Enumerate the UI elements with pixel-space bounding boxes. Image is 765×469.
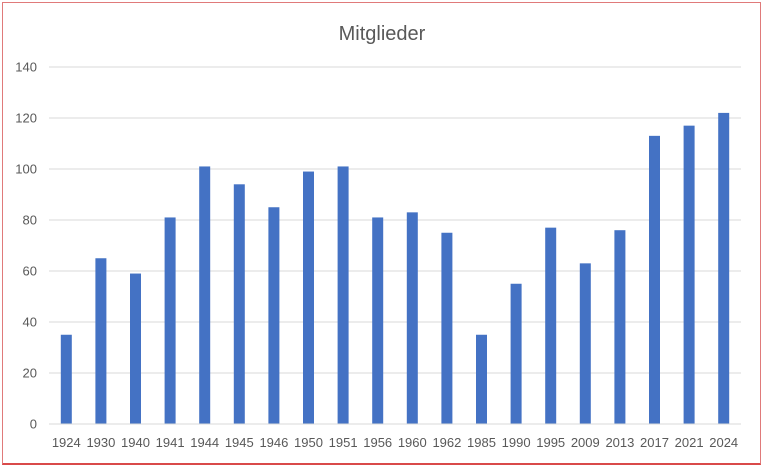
bar-1924 [60, 334, 72, 424]
y-tick-label: 120 [15, 111, 37, 126]
bar-1985 [476, 334, 487, 424]
x-tick-label: 1985 [467, 435, 496, 450]
bar-1930 [95, 258, 107, 424]
y-tick-label: 40 [23, 315, 37, 330]
bar-1962 [441, 232, 453, 424]
x-tick-label: 2017 [640, 435, 669, 450]
chart-title: Mitglieder [339, 23, 426, 45]
x-tick-label: 1944 [190, 435, 219, 450]
y-tick-label: 20 [23, 366, 37, 381]
bar-1940 [130, 273, 141, 424]
x-tick-label: 1945 [225, 435, 254, 450]
x-tick-label: 2009 [571, 435, 600, 450]
bar-1995 [545, 227, 557, 424]
y-tick-label: 140 [15, 60, 37, 75]
bar-2009 [579, 263, 591, 424]
x-tick-label: 1995 [536, 435, 565, 450]
x-tick-label: 1941 [156, 435, 185, 450]
bar-2013 [614, 230, 626, 424]
x-axis-ticks: 1924 1930 1940 1941 1944 1945 1946 1950 1951 1956… [52, 435, 738, 450]
bar-2017 [649, 135, 660, 424]
x-tick-label: 2021 [675, 435, 704, 450]
y-tick-label: 80 [23, 213, 37, 228]
bar-1960 [406, 212, 418, 424]
x-tick-label: 1950 [294, 435, 323, 450]
x-tick-label: 1956 [363, 435, 392, 450]
bar-2021 [683, 125, 695, 425]
x-tick-label: 1924 [52, 435, 81, 450]
bar-1945 [233, 184, 245, 424]
bar-1941 [164, 217, 176, 424]
x-tick-label: 2024 [709, 435, 738, 450]
gridlines [49, 66, 741, 374]
y-tick-label: 100 [15, 162, 37, 177]
x-tick-label: 1930 [86, 435, 115, 450]
bar-1951 [337, 166, 349, 424]
bar-2024 [718, 112, 730, 425]
bars [60, 112, 730, 425]
x-tick-label: 1940 [121, 435, 150, 450]
y-axis-ticks: 0 20 40 60 80 100 120 140 [15, 60, 37, 432]
bar-1956 [372, 217, 384, 424]
y-tick-label: 0 [30, 417, 37, 432]
bar-1950 [303, 171, 314, 424]
x-tick-label: 1990 [502, 435, 531, 450]
bar-1946 [268, 207, 280, 424]
bar-1944 [199, 166, 211, 424]
x-tick-label: 1962 [432, 435, 461, 450]
x-tick-label: 2013 [605, 435, 634, 450]
x-tick-label: 1951 [329, 435, 358, 450]
y-tick-label: 60 [23, 264, 37, 279]
x-tick-label: 1946 [259, 435, 288, 450]
bar-1990 [510, 283, 522, 424]
x-tick-label: 1960 [398, 435, 427, 450]
